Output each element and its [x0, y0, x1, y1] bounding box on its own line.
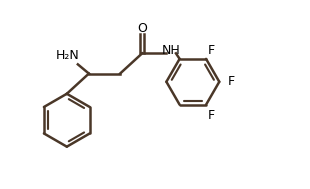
- Text: F: F: [207, 109, 215, 122]
- Text: O: O: [137, 22, 147, 35]
- Text: F: F: [228, 75, 235, 88]
- Text: H₂N: H₂N: [56, 49, 80, 62]
- Text: F: F: [207, 44, 215, 57]
- Text: NH: NH: [162, 44, 181, 57]
